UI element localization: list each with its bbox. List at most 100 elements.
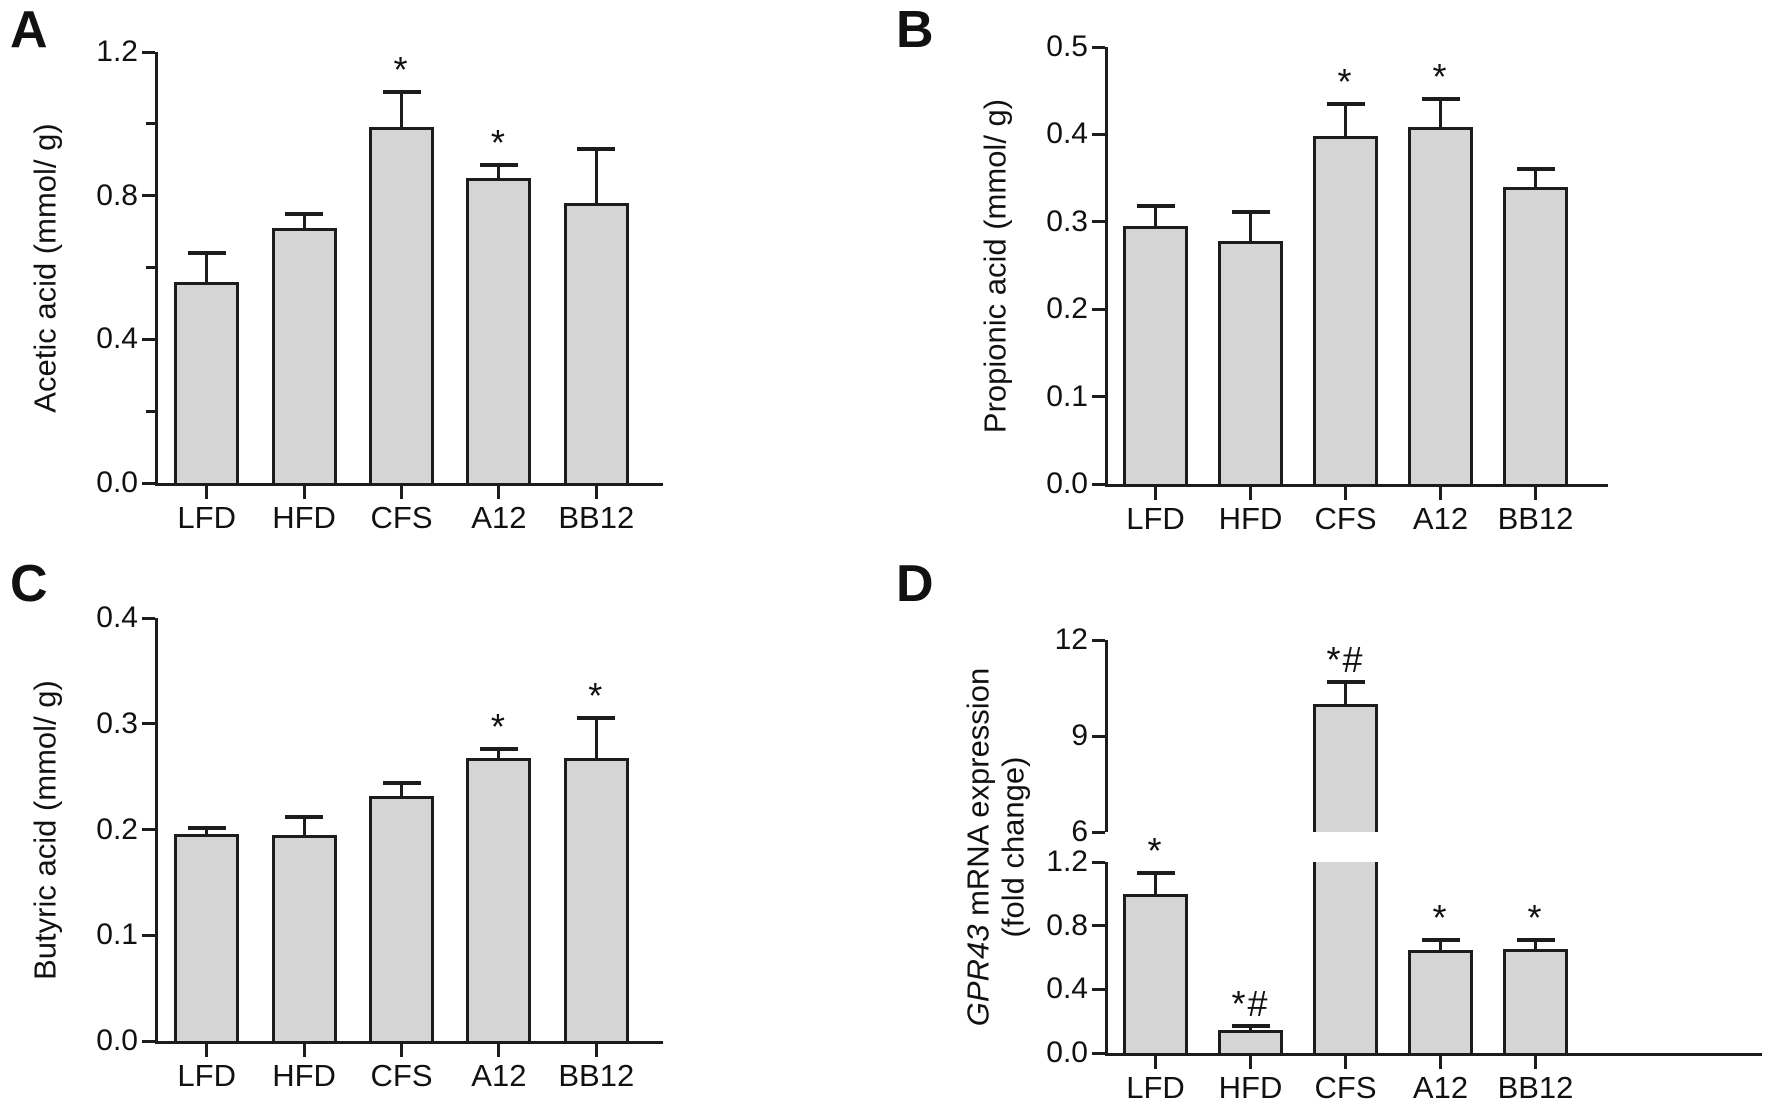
- y-tick-label: 1.2: [1046, 845, 1088, 878]
- y-tick: [1092, 482, 1105, 486]
- y-axis: [1105, 640, 1108, 833]
- x-tick-hfd: [302, 486, 306, 499]
- error-bar-cfs: [400, 782, 403, 796]
- error-cap-bb12: [577, 146, 616, 151]
- y-tick: [1092, 638, 1105, 642]
- y-tick-label: 1.2: [96, 35, 138, 68]
- panel-letter: A: [10, 1, 48, 59]
- y-tick: [142, 722, 155, 726]
- x-tick-bb12: [1534, 1056, 1537, 1069]
- x-tick-lfd: [1154, 487, 1157, 500]
- x-tick-cfs: [400, 1044, 403, 1057]
- error-bar-lfd: [205, 253, 209, 282]
- y-axis-label-text: (fold change): [995, 756, 1030, 937]
- y-axis-label-line: GPR43 mRNA expression: [960, 667, 996, 1025]
- error-bar-hfd: [1249, 212, 1252, 242]
- y-tick: [142, 933, 155, 937]
- bar-hfd: [271, 228, 337, 483]
- x-category-label-hfd: HFD: [1218, 1070, 1283, 1105]
- error-cap-lfd: [187, 251, 226, 256]
- y-tick: [1092, 220, 1105, 224]
- y-axis: [1105, 47, 1108, 484]
- bar-cfs: [369, 127, 434, 483]
- bar-bb12: [563, 757, 629, 1041]
- y-minor-tick: [146, 122, 155, 126]
- bar-a12: [466, 177, 532, 483]
- sig-label-a12: *: [1432, 896, 1449, 938]
- bar-bb12: [563, 202, 629, 483]
- bar-lfd: [1123, 226, 1188, 484]
- x-axis: [155, 483, 663, 486]
- y-tick: [142, 481, 155, 485]
- error-bar-a12: [497, 749, 501, 758]
- x-tick-hfd: [302, 1044, 306, 1057]
- y-tick: [1092, 860, 1105, 864]
- y-tick: [1092, 395, 1105, 399]
- error-cap-hfd: [1231, 210, 1270, 215]
- y-tick: [142, 1039, 155, 1043]
- sig-label-lfd: *: [1147, 830, 1164, 872]
- error-bar-hfd: [302, 816, 306, 835]
- error-bar-bb12: [594, 148, 598, 203]
- y-axis-label: GPR43 mRNA expression (fold change): [960, 667, 1031, 1025]
- y-tick-label: 6: [1071, 815, 1088, 849]
- x-tick-a12: [1439, 1056, 1442, 1069]
- y-tick-label: 0.4: [1046, 117, 1088, 151]
- error-bar-cfs: [1344, 103, 1347, 137]
- error-cap-cfs: [1326, 101, 1365, 106]
- sig-label-a12: *: [1432, 56, 1449, 98]
- error-bar-a12: [1439, 940, 1442, 951]
- error-cap-cfs: [382, 780, 421, 785]
- error-cap-lfd: [1136, 871, 1175, 876]
- y-tick-label: 0.1: [96, 918, 138, 952]
- plot-area: 0.0 0.4 0.8 1.2 Acetic acid (mmol/ g) LFD HFD *…: [28, 35, 663, 535]
- x-tick-cfs: [1344, 1056, 1347, 1069]
- y-tick-label: 0.0: [1046, 467, 1088, 500]
- y-tick: [1092, 924, 1105, 928]
- bar-a12: [466, 757, 532, 1041]
- x-category-label-bb12: BB12: [558, 500, 635, 535]
- bar-bb12: [1503, 186, 1568, 484]
- y-tick: [142, 828, 155, 831]
- bar-cfs-lower-segment: [1313, 862, 1378, 1053]
- y-tick: [142, 50, 155, 54]
- x-axis: [155, 1041, 663, 1044]
- y-tick-label: 0.1: [1046, 379, 1088, 413]
- x-axis: [1105, 1053, 1762, 1056]
- y-axis-label-line: (fold change): [995, 667, 1031, 1025]
- x-tick-cfs: [400, 486, 403, 499]
- y-tick-label: 12: [1054, 623, 1088, 656]
- x-tick-lfd: [205, 486, 209, 499]
- y-axis-label-text: mRNA expression: [960, 667, 996, 925]
- y-tick-label: 9: [1071, 719, 1088, 753]
- plot-area: 0.0 0.1 0.2 0.3 0.4 0.5 Propionic acid (mmol/ …: [978, 30, 1608, 536]
- y-tick-label: 0.0: [96, 1024, 138, 1057]
- y-tick-label: 0.2: [1046, 292, 1088, 326]
- y-tick: [1092, 830, 1105, 834]
- error-cap-bb12: [577, 716, 616, 721]
- x-category-label-cfs: CFS: [370, 1058, 433, 1093]
- x-category-label-lfd: LFD: [177, 1058, 236, 1093]
- y-tick-label: 0.8: [96, 178, 138, 212]
- x-category-label-a12: A12: [471, 1058, 527, 1093]
- x-category-label-cfs: CFS: [1314, 501, 1377, 536]
- y-minor-tick: [146, 266, 155, 269]
- bar-hfd: [1218, 1029, 1283, 1053]
- y-tick-label: 0.4: [96, 601, 138, 634]
- error-cap-bb12: [1516, 937, 1555, 942]
- x-category-label-lfd: LFD: [1126, 501, 1185, 536]
- sig-label-a12: *: [490, 122, 507, 164]
- x-category-label-a12: A12: [1412, 501, 1469, 536]
- y-tick: [1092, 1051, 1105, 1055]
- error-bar-lfd: [1154, 873, 1157, 894]
- error-bar-bb12: [594, 718, 598, 758]
- x-tick-bb12: [594, 1044, 598, 1057]
- bar-lfd: [174, 281, 240, 483]
- y-tick: [1092, 734, 1105, 738]
- y-axis-label-text: Butyric acid (mmol/ g): [27, 679, 63, 980]
- y-tick-label: 0.0: [1046, 1036, 1088, 1069]
- error-bar-cfs: [1344, 681, 1347, 705]
- error-cap-hfd: [285, 211, 324, 216]
- x-category-label-a12: A12: [471, 500, 527, 535]
- sig-label-bb12: *: [1527, 896, 1544, 938]
